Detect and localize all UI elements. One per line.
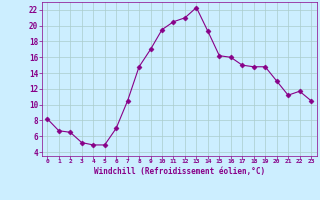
X-axis label: Windchill (Refroidissement éolien,°C): Windchill (Refroidissement éolien,°C) [94, 167, 265, 176]
